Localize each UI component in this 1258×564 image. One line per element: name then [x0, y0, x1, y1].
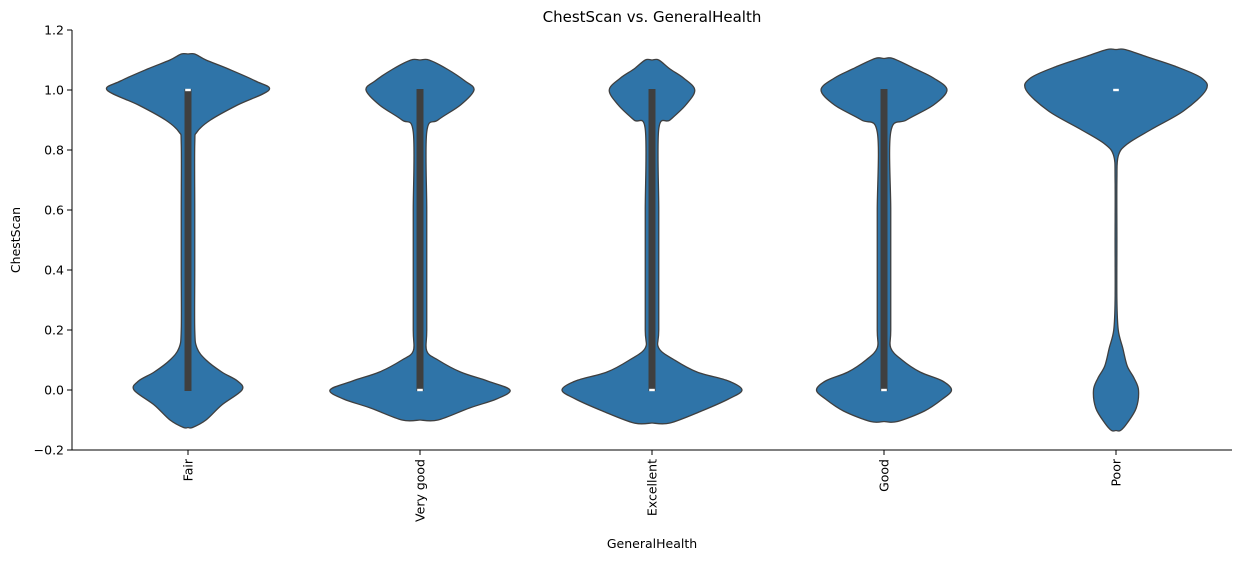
y-tick-label: 1.2 [44, 23, 64, 38]
x-axis-label: GeneralHealth [607, 536, 697, 551]
y-tick-label: 1.0 [44, 83, 64, 98]
violin-iqr-box [648, 89, 656, 391]
x-ticks: Fair Very good Excellent Good Poor [181, 450, 1124, 522]
violin-median-marker [881, 388, 887, 392]
x-tick-label: Excellent [645, 459, 660, 516]
violin-iqr-box [416, 89, 424, 391]
violin-median-marker [649, 388, 655, 392]
y-axis-label: ChestScan [8, 207, 23, 273]
violin-median-marker [1113, 88, 1119, 92]
y-tick-label: −0.2 [34, 443, 64, 458]
x-tick-label: Very good [413, 459, 428, 522]
x-tick-label: Good [877, 459, 892, 492]
y-ticks: −0.2 0.0 0.2 0.4 0.6 0.8 1.0 1.2 [34, 23, 72, 458]
y-tick-label: 0.2 [44, 323, 64, 338]
violin-iqr-box [880, 89, 888, 391]
violin-iqr-box [184, 89, 192, 391]
violins-layer [105, 48, 1208, 432]
violin-median-marker [185, 88, 191, 92]
violin-median-marker [417, 388, 423, 392]
x-tick-label: Fair [181, 458, 196, 481]
violin-body-poor [1024, 48, 1208, 432]
x-tick-label: Poor [1109, 458, 1124, 486]
y-tick-label: 0.8 [44, 143, 64, 158]
y-tick-label: 0.0 [44, 383, 64, 398]
y-tick-label: 0.4 [44, 263, 64, 278]
y-tick-label: 0.6 [44, 203, 64, 218]
chart-title: ChestScan vs. GeneralHealth [543, 8, 762, 26]
